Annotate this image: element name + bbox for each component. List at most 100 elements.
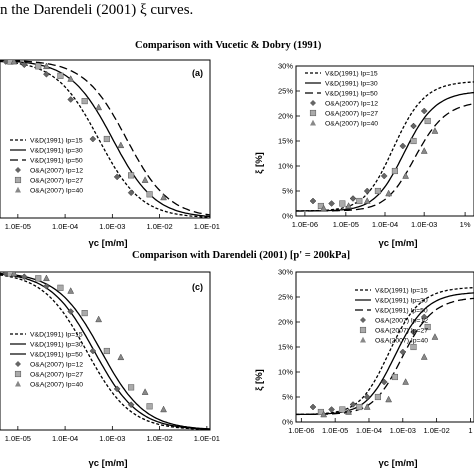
y-tick-label: 25% xyxy=(278,87,293,96)
data-point-diamond xyxy=(410,328,417,336)
data-point-diamond xyxy=(410,122,417,130)
data-point-diamond xyxy=(328,200,335,207)
x-tick-label: 1.0E-04 xyxy=(372,220,398,229)
data-point-square xyxy=(391,373,398,381)
legend: V&D(1991) Ip=15 V&D(1991) Ip=30 V&D(1991) … xyxy=(10,332,83,389)
plot-area xyxy=(296,81,474,212)
data-point-diamond xyxy=(349,401,357,408)
legend-label: V&D(1991) Ip=15 xyxy=(325,71,378,78)
x-tick-label: 1 xyxy=(468,426,472,435)
y-tick-label: 20% xyxy=(278,112,293,121)
data-point-square xyxy=(35,275,42,282)
y-tick-label: 15% xyxy=(278,137,293,146)
data-point-triangle xyxy=(345,202,352,209)
data-point-diamond xyxy=(309,197,317,205)
y-tick-label: 10% xyxy=(278,368,293,377)
data-point-square xyxy=(57,284,64,291)
x-tick-label: 1.0E-04 xyxy=(356,426,382,435)
data-point-square xyxy=(128,384,135,391)
legend-diamond-swatch xyxy=(15,167,21,173)
series-line-2 xyxy=(0,60,210,218)
panel-label: (c) xyxy=(192,282,203,292)
data-point-triangle xyxy=(141,176,149,183)
legend-triangle-swatch xyxy=(310,119,316,126)
y-tick-label: 30% xyxy=(278,268,293,277)
data-point-square xyxy=(391,167,398,175)
data-point-triangle xyxy=(67,75,75,82)
y-axis-label: ξ [%] xyxy=(254,369,265,391)
legend-label: V&D(1991) Ip=50 xyxy=(375,308,428,315)
data-point-triangle xyxy=(10,272,18,277)
data-point-triangle xyxy=(402,378,410,385)
legend-label: O&A(2007) Ip=27 xyxy=(30,178,83,185)
panel-label: (a) xyxy=(192,68,203,78)
data-point-triangle xyxy=(43,62,50,70)
data-point-square xyxy=(374,393,381,401)
legend: V&D(1991) Ip=15 V&D(1991) Ip=30 V&D(1991) … xyxy=(355,288,428,345)
legend-label: O&A(2007) Ip=27 xyxy=(375,328,428,335)
x-axis-label: γc [m/m] xyxy=(378,238,417,249)
figure-caption: n the Darendeli (2001) ξ curves. xyxy=(0,2,194,18)
data-point-triangle xyxy=(117,353,125,361)
data-point-diamond xyxy=(43,70,50,78)
x-tick-label: 1.0E-05 xyxy=(5,434,31,443)
data-point-square xyxy=(103,347,110,355)
section-title-bottom: Comparison with Darendeli (2001) [p' = 2… xyxy=(132,250,351,261)
legend-label: V&D(1991) Ip=30 xyxy=(325,81,378,88)
data-point-triangle xyxy=(95,103,103,111)
x-tick-label: 1.0E-05 xyxy=(5,222,31,231)
legend-label: V&D(1991) Ip=30 xyxy=(30,148,83,155)
data-point-diamond xyxy=(89,347,97,355)
x-tick-label: 1.0E-01 xyxy=(194,434,220,443)
data-point-diamond xyxy=(127,189,135,197)
data-point-triangle xyxy=(431,127,439,134)
data-point-square xyxy=(356,403,363,411)
data-point-square xyxy=(146,403,153,410)
legend-square-swatch xyxy=(14,370,22,378)
data-point-triangle xyxy=(420,147,428,154)
legend-label: O&A(2007) Ip=40 xyxy=(30,382,83,389)
legend-diamond-swatch xyxy=(360,317,366,323)
data-point-diamond xyxy=(399,348,407,356)
data-point-square xyxy=(146,191,153,198)
legend: V&D(1991) Ip=15 V&D(1991) Ip=30 V&D(1991) … xyxy=(305,71,378,128)
chart-panel-a: 1.0E-05 1.0E-04 1.0E-03 1.0E-02 1.0E-01 γc [m… xyxy=(0,59,220,249)
series-line-2 xyxy=(296,91,474,212)
x-axis-label: γc [m/m] xyxy=(88,458,127,469)
legend-label: V&D(1991) Ip=15 xyxy=(30,332,83,339)
x-axis-label: γc [m/m] xyxy=(378,458,417,469)
data-point-square xyxy=(410,343,417,351)
data-point-diamond xyxy=(363,393,371,401)
legend-label: O&A(2007) Ip=12 xyxy=(375,318,428,325)
data-point-triangle xyxy=(320,410,328,418)
legend-label: V&D(1991) Ip=15 xyxy=(375,288,428,295)
chart-panel-b: 1.0E-06 1.0E-05 1.0E-04 1.0E-03 1% 0% 5% 10% 15%… xyxy=(254,62,474,249)
y-axis-label: ξ [%] xyxy=(254,152,265,174)
x-tick-label: 1.0E-03 xyxy=(390,426,416,435)
data-point-square xyxy=(103,135,110,143)
legend-label: O&A(2007) Ip=12 xyxy=(30,168,83,175)
y-tick-label: 5% xyxy=(282,187,293,196)
legend-label: V&D(1991) Ip=30 xyxy=(30,342,83,349)
legend: V&D(1991) Ip=15 V&D(1991) Ip=30 V&D(1991) … xyxy=(10,138,83,195)
series-line-2 xyxy=(0,273,210,430)
data-point-diamond xyxy=(328,406,335,413)
data-point-square xyxy=(57,72,64,79)
legend-label: O&A(2007) Ip=40 xyxy=(375,338,428,345)
data-point-diamond xyxy=(113,173,121,181)
series-line-3 xyxy=(0,60,210,216)
data-point-square xyxy=(424,323,431,331)
plot-area xyxy=(0,60,210,218)
data-point-triangle xyxy=(95,315,103,323)
legend-diamond-swatch xyxy=(15,361,21,367)
data-point-square xyxy=(356,197,363,205)
data-point-square xyxy=(374,187,381,195)
x-tick-label: 1.0E-02 xyxy=(146,434,172,443)
data-point-diamond xyxy=(420,313,428,321)
data-point-square xyxy=(410,137,417,145)
data-point-diamond xyxy=(67,96,75,103)
data-point-triangle xyxy=(420,353,428,360)
data-point-diamond xyxy=(67,308,75,315)
legend-label: V&D(1991) Ip=15 xyxy=(30,138,83,145)
